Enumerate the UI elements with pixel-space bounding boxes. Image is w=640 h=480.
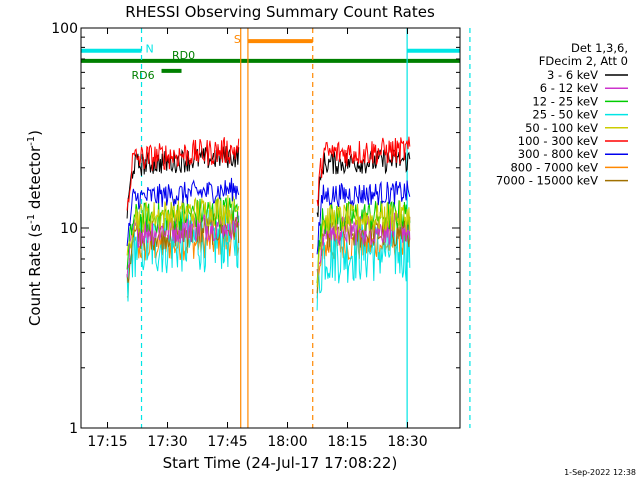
legend-label: 25 - 50 keV [532,108,598,122]
legend-header-line: Det 1,3,6, [571,41,628,55]
legend-label: 3 - 6 keV [547,68,598,82]
y-tick-label: 1 [69,421,78,437]
chart-title: RHESSI Observing Summary Count Rates [125,3,435,21]
flag-label: S [234,33,241,46]
series-line [316,136,411,207]
legend-label: 7000 - 15000 keV [496,174,598,188]
flag-layer: N RD0 RD6 S [81,33,460,82]
legend-label: 100 - 300 keV [518,134,598,148]
x-tick-label: 17:15 [87,434,127,450]
series-line [316,200,411,288]
y-axis-label: Count Rate (s-1 detector-1) [26,130,44,326]
flag-label: RD6 [132,69,155,82]
series-line [126,177,240,246]
series-line [316,212,411,277]
series-line [126,146,240,219]
y-axis-label-superscript: -1 [26,214,37,224]
y-axis-ticks: 1 10 100 [51,21,460,437]
x-axis-label: Start Time (24-Jul-17 17:08:22) [163,454,398,472]
x-tick-label: 18:00 [267,434,307,450]
flag-label: N [146,43,154,56]
x-tick-label: 18:15 [327,434,367,450]
y-axis-label-part: ) [26,130,44,136]
series-line [316,216,411,294]
legend-label: 12 - 25 keV [532,94,598,108]
y-axis-label-part: detector [26,145,44,214]
x-tick-label: 17:30 [147,434,187,450]
footer-timestamp: 1-Sep-2022 12:38 [564,468,636,477]
y-axis-label-superscript: -1 [26,136,37,146]
x-axis-ticks: 17:15 17:30 17:45 18:00 18:15 18:30 [87,28,428,450]
legend-label: 50 - 100 keV [525,121,598,135]
legend-header-line: FDecim 2, Att 0 [539,54,628,68]
x-tick-label: 17:45 [207,434,247,450]
x-tick-label: 18:30 [387,434,427,450]
y-tick-label: 100 [51,21,78,37]
y-tick-label: 10 [60,221,78,237]
series-line [126,137,240,211]
series-layer [126,136,411,311]
legend-label: 300 - 800 keV [518,147,598,161]
y-axis-label-part: Count Rate (s [26,224,44,326]
legend-label: 6 - 12 keV [540,81,598,95]
series-line [316,180,411,255]
legend-label: 800 - 7000 keV [510,160,598,174]
flag-label: RD0 [172,49,195,62]
